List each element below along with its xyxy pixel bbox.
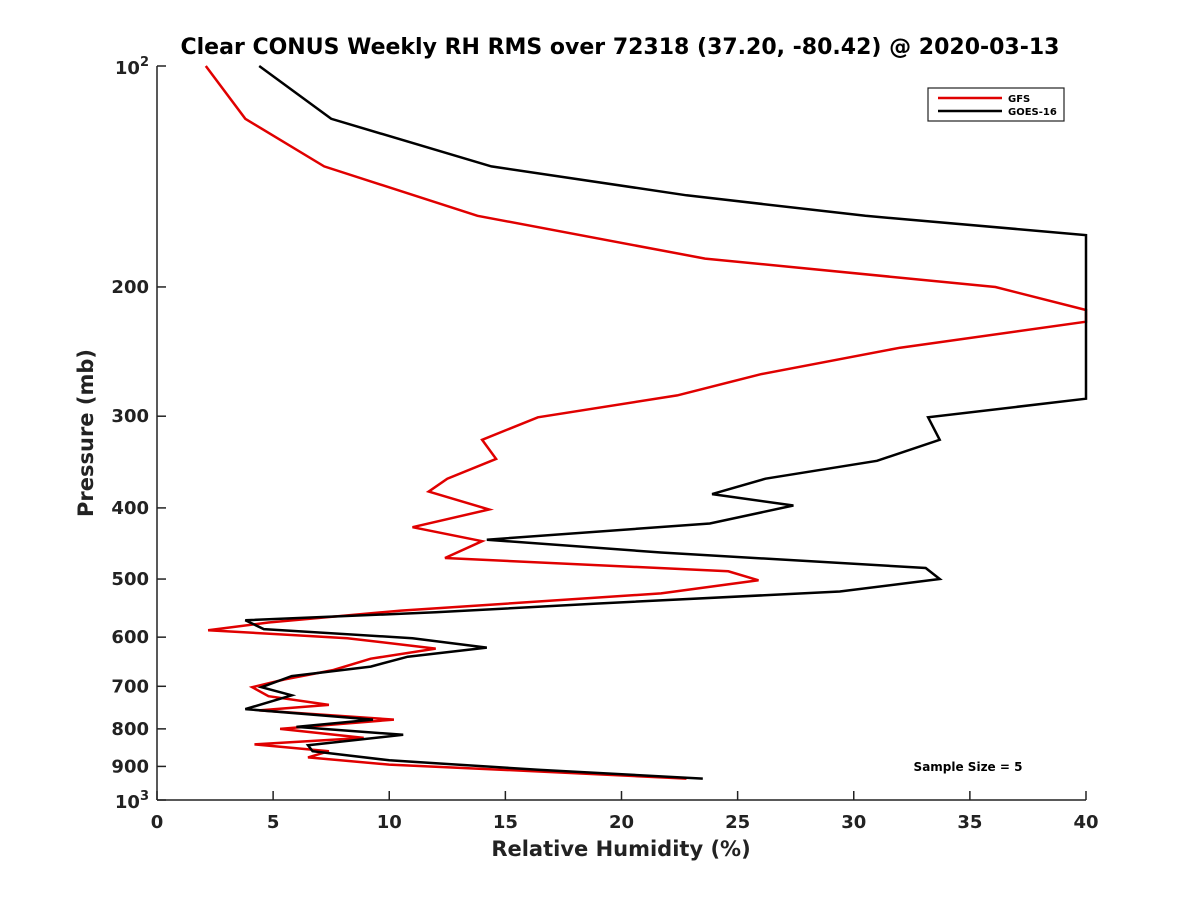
x-tick-label: 10 xyxy=(377,812,402,833)
x-tick-label: 35 xyxy=(957,812,982,833)
plot-area: 0 5 10 15 20 25 30 35 40 200 300 400 500 600 700 800 90… xyxy=(111,55,1098,833)
y-axis-label: Pressure (mb) xyxy=(74,349,98,517)
legend-items: GFS GOES-16 xyxy=(938,94,1057,118)
y-tick-label: 400 xyxy=(111,498,149,519)
legend-box xyxy=(927,87,1065,122)
x-tick-label: 20 xyxy=(609,812,634,833)
y-tick-label: 600 xyxy=(111,627,149,648)
x-tick-label: 15 xyxy=(493,812,518,833)
series-line-goes-16 xyxy=(244,64,1088,780)
x-tick-label: 30 xyxy=(841,812,866,833)
legend-label: GFS xyxy=(1008,94,1030,105)
x-tick-label: 0 xyxy=(151,812,164,833)
y-tick-label: 900 xyxy=(111,756,149,777)
legend: GFS GOES-16 xyxy=(927,87,1065,122)
x-axis-label: Relative Humidity (%) xyxy=(491,837,750,861)
x-tick-label: 25 xyxy=(725,812,750,833)
series-layer xyxy=(204,64,1088,780)
chart-title: Clear CONUS Weekly RH RMS over 72318 (37… xyxy=(181,35,1060,60)
legend-label: GOES-16 xyxy=(1008,107,1057,118)
y-tick-label: 700 xyxy=(111,676,149,697)
plot-background xyxy=(157,66,1086,800)
sample-size-annotation: Sample Size = 5 xyxy=(914,760,1023,774)
x-ticks: 0 5 10 15 20 25 30 35 40 xyxy=(151,791,1099,833)
y-ticks: 200 300 400 500 600 700 800 900 102 103 xyxy=(111,55,166,813)
y-tick-label-power: 102 xyxy=(115,55,149,79)
y-tick-label: 800 xyxy=(111,719,149,740)
y-tick-label: 200 xyxy=(111,277,149,298)
x-tick-label: 5 xyxy=(267,812,280,833)
y-tick-label-power: 103 xyxy=(115,789,149,813)
x-tick-label: 40 xyxy=(1073,812,1098,833)
y-tick-label: 300 xyxy=(111,406,149,427)
y-tick-label: 500 xyxy=(111,569,149,590)
